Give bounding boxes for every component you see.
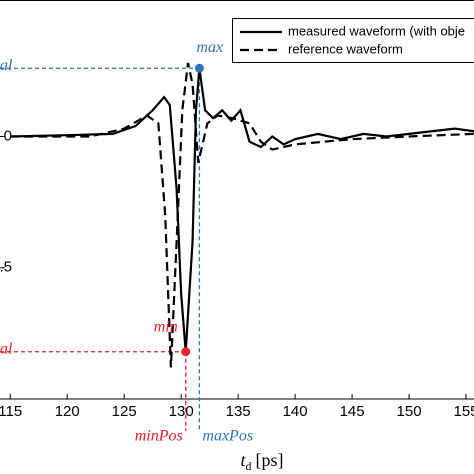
legend-label: reference waveform xyxy=(288,41,403,56)
series-line xyxy=(10,68,474,352)
x-tick-label: 150 xyxy=(397,403,422,420)
x-label-var: t xyxy=(240,450,246,470)
legend-label: measured waveform (with obje xyxy=(288,23,465,38)
x-label-sub: d xyxy=(246,459,252,473)
x-tick-label: 125 xyxy=(112,403,137,420)
point-label: max xyxy=(196,39,223,56)
y-tick-label: 0 xyxy=(4,127,12,144)
x-tick-label: 130 xyxy=(169,403,194,420)
value-label: al xyxy=(0,57,13,74)
point-label: min xyxy=(154,318,178,335)
legend: measured waveform (with obje reference wa… xyxy=(232,18,474,63)
x-tick-label: 155 xyxy=(454,403,474,420)
x-tick-label: 120 xyxy=(55,403,80,420)
x-tick-label: 140 xyxy=(283,403,308,420)
x-axis-label: td [ps] xyxy=(240,450,283,473)
value-label: al xyxy=(0,340,13,357)
series-line xyxy=(10,62,474,368)
extremum-point xyxy=(194,63,204,73)
x-tick-label: 135 xyxy=(226,403,251,420)
position-label: maxPos xyxy=(202,428,253,445)
legend-box xyxy=(232,18,474,63)
y-tick-label: -0.5 xyxy=(0,259,12,276)
x-label-unit: [ps] xyxy=(256,450,284,470)
position-label: minPos xyxy=(135,428,183,445)
x-tick-label: 115 xyxy=(0,403,22,420)
extremum-point xyxy=(181,347,191,357)
x-tick-label: 145 xyxy=(340,403,365,420)
